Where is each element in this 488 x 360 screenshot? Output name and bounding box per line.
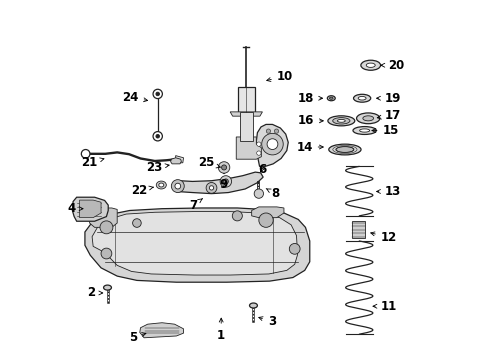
Text: 22: 22: [131, 184, 153, 197]
Polygon shape: [170, 158, 181, 164]
Circle shape: [256, 151, 261, 155]
Ellipse shape: [326, 96, 335, 101]
Ellipse shape: [249, 303, 257, 308]
Circle shape: [81, 149, 90, 158]
Circle shape: [256, 142, 261, 146]
Text: 4: 4: [67, 202, 83, 215]
Polygon shape: [175, 156, 183, 163]
Circle shape: [218, 162, 229, 173]
Ellipse shape: [329, 97, 332, 99]
Circle shape: [153, 132, 162, 141]
Polygon shape: [256, 125, 287, 166]
Ellipse shape: [156, 181, 166, 189]
Ellipse shape: [353, 94, 370, 102]
Text: 7: 7: [189, 199, 202, 212]
Text: 1: 1: [217, 318, 225, 342]
Circle shape: [100, 221, 113, 234]
Circle shape: [223, 179, 228, 184]
Text: 3: 3: [258, 315, 275, 328]
Polygon shape: [251, 207, 284, 218]
Text: 20: 20: [380, 59, 404, 72]
Ellipse shape: [327, 116, 354, 126]
Bar: [239, 112, 252, 140]
Circle shape: [254, 189, 263, 198]
Text: 2: 2: [87, 287, 102, 300]
Circle shape: [153, 89, 162, 99]
Ellipse shape: [366, 63, 374, 67]
Polygon shape: [230, 112, 262, 116]
Ellipse shape: [357, 96, 366, 100]
Text: 15: 15: [371, 124, 398, 137]
Polygon shape: [80, 200, 101, 218]
Ellipse shape: [362, 116, 373, 121]
Circle shape: [266, 129, 270, 133]
Text: 14: 14: [296, 140, 323, 153]
Ellipse shape: [360, 60, 380, 70]
Circle shape: [206, 183, 217, 193]
Text: 17: 17: [377, 109, 400, 122]
Circle shape: [132, 219, 141, 227]
Polygon shape: [89, 208, 117, 227]
Circle shape: [258, 213, 273, 227]
Text: 23: 23: [145, 161, 169, 174]
Ellipse shape: [103, 285, 111, 290]
Text: 21: 21: [81, 156, 104, 169]
Text: 13: 13: [376, 185, 400, 198]
Ellipse shape: [356, 113, 379, 124]
Circle shape: [171, 180, 184, 193]
Text: 5: 5: [128, 330, 145, 343]
Circle shape: [274, 129, 278, 133]
Bar: [351, 221, 364, 238]
Text: 11: 11: [372, 300, 396, 313]
Circle shape: [101, 248, 112, 259]
Text: 12: 12: [370, 231, 396, 244]
Polygon shape: [140, 323, 183, 338]
Circle shape: [266, 139, 277, 149]
Text: 18: 18: [298, 92, 322, 105]
Text: 19: 19: [376, 92, 400, 105]
Bar: [237, 87, 254, 113]
Ellipse shape: [328, 144, 360, 155]
Ellipse shape: [335, 147, 353, 152]
Ellipse shape: [332, 118, 349, 124]
Polygon shape: [236, 137, 261, 159]
Text: 9: 9: [219, 178, 227, 191]
Circle shape: [232, 211, 242, 221]
Text: 16: 16: [298, 114, 323, 127]
Text: 10: 10: [266, 69, 292, 82]
Ellipse shape: [159, 183, 163, 187]
Circle shape: [261, 134, 283, 155]
Text: 6: 6: [257, 163, 265, 176]
Text: 8: 8: [265, 187, 279, 200]
Ellipse shape: [352, 127, 376, 134]
Text: 24: 24: [122, 91, 147, 104]
Ellipse shape: [337, 120, 345, 122]
Ellipse shape: [359, 129, 369, 132]
Circle shape: [175, 183, 180, 189]
Polygon shape: [92, 212, 297, 275]
Polygon shape: [175, 172, 263, 194]
Polygon shape: [72, 197, 108, 221]
Circle shape: [220, 176, 231, 187]
Circle shape: [209, 186, 213, 190]
Circle shape: [156, 134, 159, 138]
Polygon shape: [85, 208, 309, 282]
Circle shape: [289, 243, 300, 254]
Circle shape: [156, 92, 159, 96]
Text: 25: 25: [197, 156, 220, 169]
Circle shape: [221, 165, 226, 170]
